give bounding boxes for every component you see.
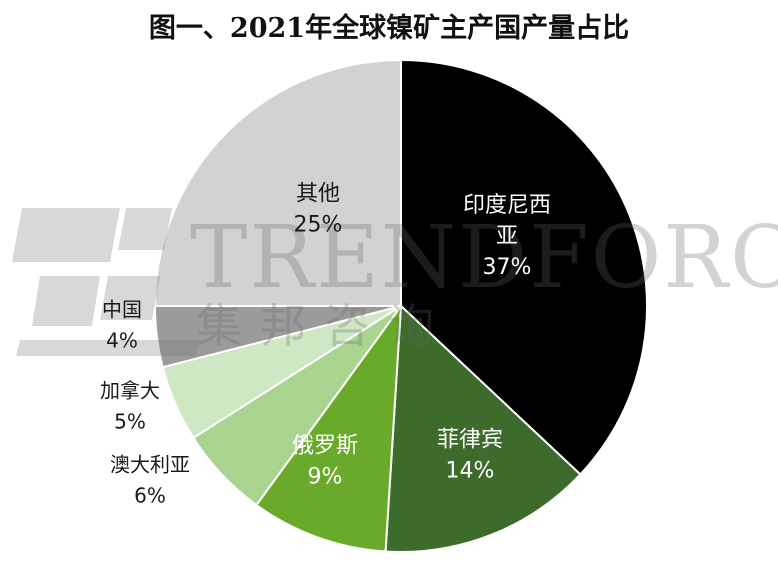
slice-label: 澳大利亚 6% — [110, 453, 190, 508]
slice-name-label: 澳大利亚 — [110, 453, 190, 477]
watermark-chinese: 集邦咨询 — [196, 299, 452, 353]
slice-label: 印度尼西亚 37% — [463, 193, 551, 280]
slice-name-label: 菲律宾 — [437, 428, 503, 453]
chart-title: 图一、2021年全球镍矿主产国产量占比 — [148, 13, 630, 44]
slice-name-label: 亚 — [496, 224, 518, 249]
watermark: TRENDFORCE 集邦咨询 — [12, 208, 778, 356]
slice-name-label: 俄罗斯 — [292, 434, 358, 459]
slice-label: 加拿大 5% — [100, 379, 160, 434]
slice-label: 菲律宾 14% — [437, 428, 503, 484]
slice-value-label: 6% — [134, 484, 166, 508]
slice-value-label: 25% — [294, 213, 343, 238]
slice-value-label: 14% — [446, 459, 495, 484]
slice-label: 其他 25% — [294, 182, 343, 238]
slice-name-label: 印度尼西 — [463, 193, 551, 218]
slice-value-label: 9% — [308, 465, 343, 490]
slice-value-label: 37% — [483, 255, 532, 280]
slice-name-label: 加拿大 — [100, 379, 160, 403]
pie-slice — [384, 303, 582, 553]
pie-slices — [153, 58, 648, 553]
slice-name-label: 中国 — [102, 298, 142, 322]
pie-slice — [400, 58, 648, 476]
slice-labels: 印度尼西亚 37% 菲律宾 14% 俄罗斯 9% 澳大利亚 6% 加拿大 5% 中国 4% 其他 25% — [100, 182, 551, 508]
pie-slice — [153, 58, 402, 307]
watermark-logo-icon — [12, 208, 200, 356]
watermark-brand: TRENDFORCE — [190, 208, 778, 308]
slice-name-label: 其他 — [296, 182, 340, 207]
slice-value-label: 4% — [106, 329, 138, 353]
pie-slice — [255, 302, 403, 553]
slice-value-label: 5% — [114, 410, 146, 434]
slice-label: 俄罗斯 9% — [292, 434, 358, 490]
slice-label: 中国 4% — [102, 298, 142, 353]
